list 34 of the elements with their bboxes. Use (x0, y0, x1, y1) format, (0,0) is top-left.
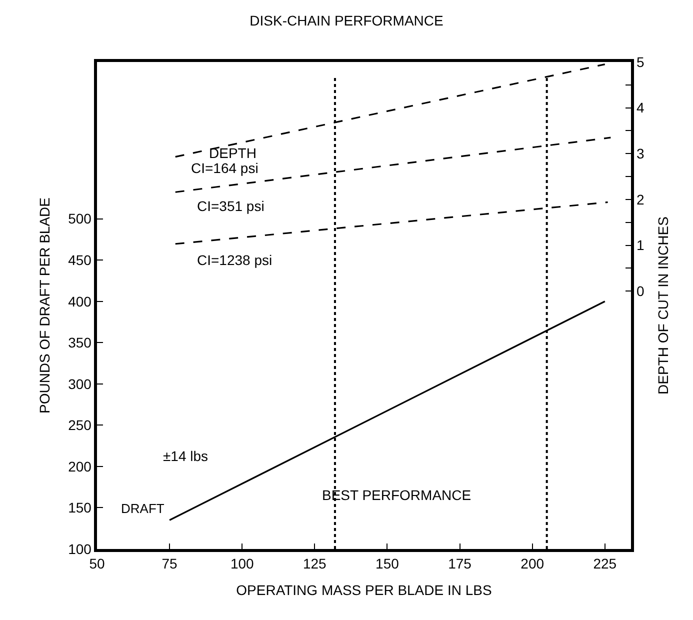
y2-tick-label: 4 (636, 100, 645, 116)
annotation: BEST PERFORMANCE (322, 487, 472, 503)
annotation: ±14 lbs (163, 448, 208, 464)
y2-tick-label: 5 (636, 54, 645, 70)
x-tick-label: 50 (89, 556, 105, 572)
y2-tick-label: 1 (636, 237, 645, 254)
x-axis-title: OPERATING MASS PER BLADE IN LBS (236, 582, 492, 598)
x-tick-label: 150 (376, 556, 400, 572)
x-tick-label: 200 (520, 556, 544, 572)
y2-tick-label: 0 (636, 282, 645, 299)
y-tick-label: 150 (68, 500, 92, 516)
y-tick-label: 200 (68, 458, 92, 474)
x-tick-label: 75 (162, 556, 178, 572)
x-tick-label: 225 (593, 556, 617, 572)
y2-tick-label: 3 (636, 146, 645, 162)
annotation: DEPTH (209, 145, 256, 161)
y-tick-label: 250 (68, 417, 92, 434)
series-label: DRAFT (121, 501, 164, 516)
series-label: CI=1238 psi (197, 252, 272, 268)
y-tick-label: 400 (68, 293, 92, 310)
chart-title: DISK-CHAIN PERFORMANCE (250, 12, 444, 28)
x-tick-label: 175 (448, 556, 472, 572)
series-label: CI=164 psi (191, 160, 258, 176)
y-tick-label: 500 (68, 210, 92, 227)
y-tick-label: 100 (68, 540, 92, 557)
y-tick-label: 300 (68, 376, 92, 392)
y2-tick-label: 2 (636, 191, 645, 208)
y-tick-label: 450 (68, 252, 92, 268)
x-tick-label: 125 (302, 556, 327, 572)
y-axis-title: POUNDS OF DRAFT PER BLADE (36, 197, 53, 414)
y-tick-label: 350 (68, 334, 92, 351)
series-label: CI=351 psi (197, 198, 264, 214)
x-tick-label: 100 (230, 556, 254, 572)
y2-axis-title: DEPTH OF CUT IN INCHES (654, 216, 671, 394)
